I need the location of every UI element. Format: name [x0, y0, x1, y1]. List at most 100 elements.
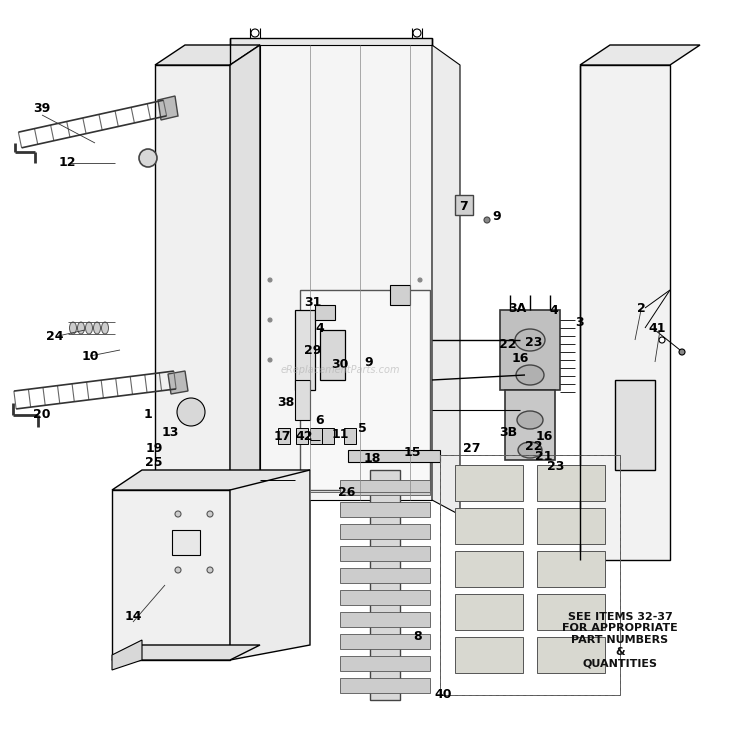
Polygon shape	[340, 590, 430, 605]
Text: 22: 22	[525, 439, 543, 453]
Polygon shape	[112, 645, 260, 660]
Text: 1: 1	[144, 408, 152, 422]
Polygon shape	[340, 634, 430, 649]
Text: 38: 38	[278, 395, 295, 408]
Text: eReplacementParts.com: eReplacementParts.com	[280, 365, 400, 375]
Text: 3A: 3A	[508, 302, 526, 314]
Text: 17: 17	[273, 430, 291, 442]
Polygon shape	[168, 371, 188, 394]
Polygon shape	[155, 45, 260, 65]
Ellipse shape	[515, 329, 545, 351]
Ellipse shape	[518, 442, 542, 458]
Polygon shape	[155, 65, 230, 500]
Polygon shape	[230, 470, 310, 660]
Text: 19: 19	[146, 442, 163, 456]
Circle shape	[418, 278, 422, 282]
Polygon shape	[295, 310, 315, 390]
Polygon shape	[537, 508, 605, 544]
Polygon shape	[315, 305, 335, 320]
Ellipse shape	[70, 322, 76, 334]
Circle shape	[251, 29, 259, 37]
Polygon shape	[455, 594, 523, 630]
Text: 16: 16	[536, 430, 553, 442]
Text: 3B: 3B	[499, 425, 517, 439]
Polygon shape	[340, 502, 430, 517]
Polygon shape	[112, 640, 142, 670]
Polygon shape	[390, 285, 410, 305]
Text: 15: 15	[404, 445, 421, 459]
Polygon shape	[340, 524, 430, 539]
Ellipse shape	[77, 322, 85, 334]
Polygon shape	[537, 594, 605, 630]
Polygon shape	[340, 546, 430, 561]
Polygon shape	[296, 428, 308, 444]
Text: 27: 27	[464, 442, 481, 456]
Text: 31: 31	[304, 297, 322, 310]
Polygon shape	[112, 470, 310, 490]
Text: 2: 2	[637, 302, 645, 314]
Polygon shape	[455, 195, 473, 215]
Text: 9: 9	[364, 355, 374, 369]
Text: 24: 24	[46, 330, 64, 342]
Text: 16: 16	[512, 352, 529, 364]
Polygon shape	[172, 530, 200, 555]
Polygon shape	[370, 470, 400, 700]
Polygon shape	[230, 45, 260, 500]
Ellipse shape	[517, 411, 543, 429]
Text: 26: 26	[338, 486, 356, 498]
Ellipse shape	[86, 322, 92, 334]
Text: 29: 29	[304, 344, 322, 358]
Polygon shape	[505, 390, 555, 460]
Polygon shape	[615, 380, 655, 470]
Text: 23: 23	[548, 459, 565, 473]
Circle shape	[175, 511, 181, 517]
Text: 5: 5	[358, 422, 366, 434]
Polygon shape	[455, 465, 523, 501]
Polygon shape	[432, 45, 460, 515]
Text: 9: 9	[493, 210, 501, 224]
Circle shape	[175, 567, 181, 573]
Circle shape	[268, 318, 272, 322]
Circle shape	[268, 358, 272, 362]
Text: 8: 8	[414, 631, 422, 643]
Text: 21: 21	[536, 450, 553, 462]
Polygon shape	[340, 480, 430, 495]
Polygon shape	[340, 656, 430, 671]
Text: 3: 3	[576, 316, 584, 330]
Text: 4: 4	[316, 322, 324, 334]
Ellipse shape	[94, 322, 100, 334]
Circle shape	[268, 278, 272, 282]
Text: 11: 11	[332, 428, 349, 441]
Circle shape	[177, 398, 205, 426]
Text: 18: 18	[363, 453, 381, 465]
Polygon shape	[260, 45, 432, 500]
Polygon shape	[500, 310, 560, 390]
Ellipse shape	[516, 365, 544, 385]
Text: 10: 10	[81, 350, 99, 363]
Text: 20: 20	[33, 408, 51, 422]
Circle shape	[207, 511, 213, 517]
Polygon shape	[580, 65, 670, 560]
Text: 7: 7	[460, 200, 468, 213]
Polygon shape	[112, 490, 230, 660]
Text: 14: 14	[124, 610, 142, 623]
Text: 42: 42	[296, 430, 313, 442]
Polygon shape	[348, 450, 440, 462]
Text: 39: 39	[33, 102, 51, 115]
Text: 25: 25	[146, 456, 163, 469]
Polygon shape	[320, 330, 345, 380]
Polygon shape	[340, 678, 430, 693]
Polygon shape	[455, 637, 523, 673]
Polygon shape	[455, 551, 523, 587]
Polygon shape	[455, 508, 523, 544]
Polygon shape	[580, 45, 700, 65]
Polygon shape	[537, 465, 605, 501]
Polygon shape	[344, 428, 356, 444]
Circle shape	[659, 337, 665, 343]
Text: 22: 22	[500, 339, 517, 352]
Text: 23: 23	[525, 336, 543, 349]
Text: 30: 30	[332, 358, 349, 372]
Text: 4: 4	[550, 305, 558, 317]
Ellipse shape	[101, 322, 109, 334]
Circle shape	[418, 358, 422, 362]
